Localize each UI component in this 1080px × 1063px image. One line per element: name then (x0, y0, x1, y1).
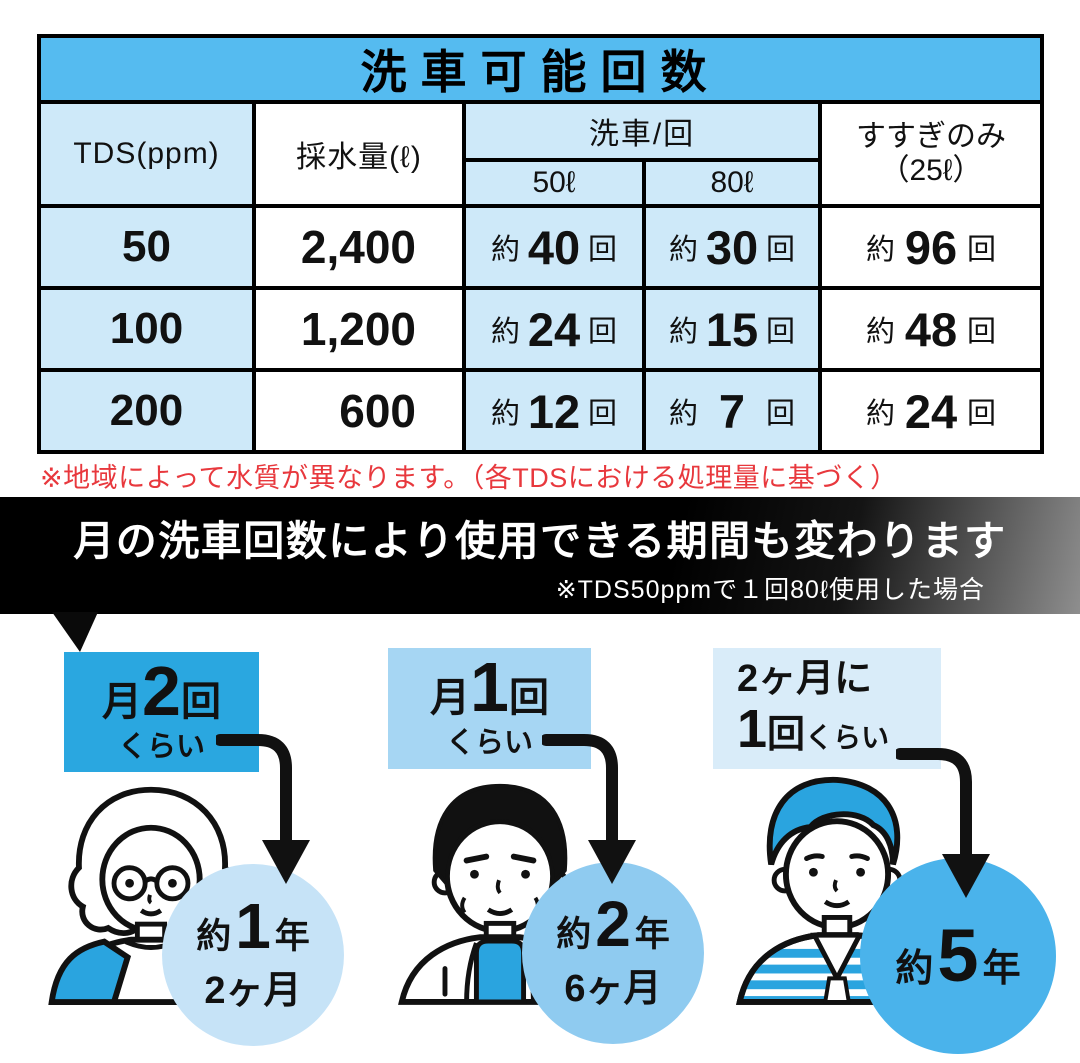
table-header-row: TDS(ppm) 採水量(ℓ) 50ℓ 80ℓ すすぎのみ （25ℓ） 洗車/回 (41, 104, 1040, 208)
cell-tds: 50 (41, 208, 256, 286)
col-header-tds: TDS(ppm) (41, 104, 256, 204)
col-header-wash-per-use: 洗車/回 (466, 104, 822, 162)
cell-tds: 200 (41, 372, 256, 450)
cell-wash-80l: 約 30 回 (646, 208, 822, 286)
cell-volume: 600 (256, 372, 466, 450)
cell-rinse-only: 約 48 回 (822, 290, 1040, 368)
water-quality-note: ※地域によって水質が異なります。（各TDSにおける処理量に基づく） (40, 463, 898, 493)
cell-tds: 100 (41, 290, 256, 368)
table-row: 100 1,200 約 24 回 約 15 回 約 48 回 (41, 290, 1040, 372)
cell-wash-50l: 約 24 回 (466, 290, 646, 368)
usage-period-banner: 月の洗車回数により使用できる期間も変わります ※TDS50ppmで１回80ℓ使用… (0, 497, 1080, 614)
col-header-rinse-only: すすぎのみ （25ℓ） (822, 104, 1040, 204)
cell-wash-80l: 約 15 回 (646, 290, 822, 368)
banner-condition-note: ※TDS50ppmで１回80ℓ使用した場合 (555, 576, 985, 604)
cell-rinse-only: 約 96 回 (822, 208, 1040, 286)
curved-down-arrow-icon (216, 734, 310, 884)
cell-wash-50l: 約 40 回 (466, 208, 646, 286)
cell-wash-50l: 約 12 回 (466, 372, 646, 450)
wash-count-table: 洗車可能回数 TDS(ppm) 採水量(ℓ) 50ℓ 80ℓ すすぎのみ （25… (37, 34, 1044, 454)
curved-down-arrow-icon (542, 734, 636, 884)
col-header-volume: 採水量(ℓ) (256, 104, 466, 204)
table-title: 洗車可能回数 (41, 38, 1040, 104)
cell-volume: 1,200 (256, 290, 466, 368)
cell-rinse-only: 約 24 回 (822, 372, 1040, 450)
curved-down-arrow-icon (896, 748, 990, 898)
cell-volume: 2,400 (256, 208, 466, 286)
speech-tail (52, 612, 98, 652)
banner-title: 月の洗車回数により使用できる期間も変わります (73, 518, 1007, 564)
table-row: 50 2,400 約 40 回 約 30 回 約 96 回 (41, 208, 1040, 290)
